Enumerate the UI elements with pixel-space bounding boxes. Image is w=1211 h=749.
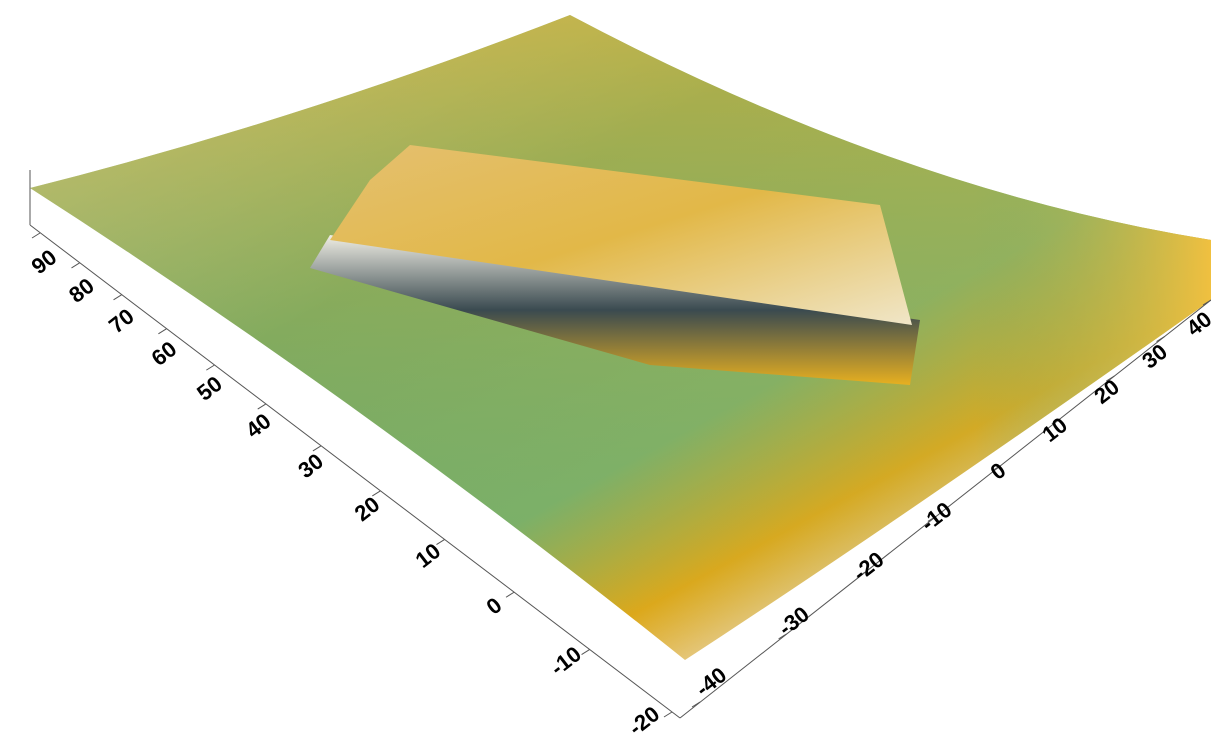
tick-mark (1156, 336, 1165, 342)
tick-mark (257, 403, 266, 410)
tick-mark (31, 232, 41, 239)
y-tick-label: 60 (147, 336, 182, 371)
tick-mark (691, 701, 701, 708)
y-tick-label: 70 (104, 304, 139, 339)
tick-mark (1106, 375, 1115, 382)
x-tick-label: -40 (691, 662, 731, 701)
tick-mark (927, 516, 937, 522)
y-tick-label: 20 (350, 491, 385, 526)
y-tick-label: -10 (545, 641, 585, 680)
y-tick-label: 40 (241, 408, 276, 443)
x-tick-label: -30 (773, 601, 813, 640)
x-axis-line (679, 299, 1211, 719)
y-tick-label: 50 (192, 371, 227, 406)
x-tick-label: 0 (985, 457, 1010, 484)
tick-mark (663, 711, 673, 718)
tick-mark (372, 490, 381, 497)
tick-mark (505, 591, 515, 598)
tick-mark (312, 445, 322, 452)
y-tick-label: 80 (64, 273, 99, 308)
y-tick-label: 0 (481, 592, 506, 619)
tick-mark (581, 649, 590, 655)
y-tick-label: 30 (293, 448, 328, 483)
surface (30, 15, 1211, 660)
axes (29, 170, 1211, 719)
tick-mark (992, 465, 1001, 471)
tick-mark (158, 328, 167, 335)
tick-mark (113, 294, 122, 301)
tick-mark (436, 539, 445, 545)
tick-mark (71, 262, 80, 269)
x-tick-label: -20 (848, 547, 888, 586)
tick-mark (1202, 299, 1211, 306)
tick-mark (1051, 418, 1061, 425)
y-tick-label: 10 (411, 538, 446, 573)
y-tick-label: -20 (624, 701, 664, 740)
tick-mark (778, 633, 787, 640)
tick-mark (856, 571, 866, 578)
y-tick-label: 90 (27, 244, 62, 279)
y-axis-line (29, 224, 681, 719)
tick-mark (206, 364, 215, 371)
x-tick-label: -10 (916, 497, 956, 536)
